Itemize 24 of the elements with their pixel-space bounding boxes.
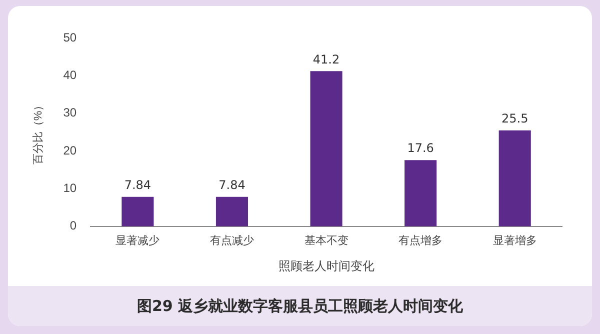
- y-axis-title: 百分比（%）: [32, 100, 45, 165]
- y-tick-label: 10: [63, 181, 77, 196]
- bar: [310, 71, 342, 226]
- x-axis-title: 照顾老人时间变化: [278, 259, 374, 274]
- data-label: 7.84: [218, 178, 246, 192]
- bar: [404, 160, 437, 226]
- caption: 图29 返乡就业数字客服县员工照顾老人时间变化: [8, 286, 592, 326]
- y-tick-label: 0: [70, 218, 77, 233]
- bar: [122, 196, 154, 226]
- bar: [216, 196, 248, 226]
- data-label: 17.6: [407, 141, 434, 156]
- y-tick-label: 40: [63, 68, 77, 82]
- x-tick-label: 显著增多: [492, 234, 537, 248]
- x-tick-label: 有点减少: [210, 234, 254, 248]
- data-label: 7.84: [124, 178, 152, 192]
- data-label: 25.5: [501, 111, 528, 126]
- x-tick-label: 显著减少: [116, 234, 160, 248]
- x-tick-label: 有点增多: [398, 234, 443, 248]
- y-tick-label: 50: [63, 30, 77, 44]
- x-tick-label: 基本不变: [304, 234, 348, 248]
- data-label: 41.2: [312, 52, 340, 66]
- bar: [498, 130, 531, 226]
- y-tick-label: 30: [63, 106, 77, 120]
- y-tick-label: 20: [63, 143, 77, 158]
